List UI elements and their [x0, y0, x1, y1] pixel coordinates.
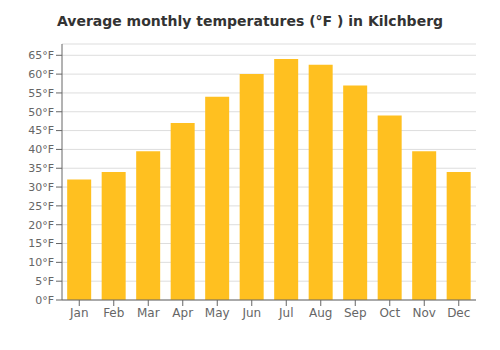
html-text:Average monthly temperatures (: Average monthly temperatures (°F ) in Ki…: [56, 13, 444, 29]
svg-text:Jul: Jul: [278, 306, 293, 320]
svg-text:5°F: 5°F: [35, 275, 54, 288]
svg-text:50°F: 50°F: [28, 106, 54, 119]
svg-text:20°F: 20°F: [28, 219, 54, 232]
svg-text:15°F: 15°F: [28, 237, 54, 250]
svg-text:40°F: 40°F: [28, 143, 54, 156]
svg-text:55°F: 55°F: [28, 87, 54, 100]
svg-text:65°F: 65°F: [28, 49, 54, 62]
svg-text:Dec: Dec: [447, 306, 470, 320]
svg-text:Jan: Jan: [69, 306, 89, 320]
svg-text:Aug: Aug: [309, 306, 332, 320]
svg-text:25°F: 25°F: [28, 200, 54, 213]
svg-text:Apr: Apr: [172, 306, 193, 320]
svg-text:Mar: Mar: [137, 306, 160, 320]
svg-text:60°F: 60°F: [28, 68, 54, 81]
svg-text:Feb: Feb: [103, 306, 124, 320]
svg-text:Oct: Oct: [379, 306, 400, 320]
svg-text:35°F: 35°F: [28, 162, 54, 175]
svg-text:30°F: 30°F: [28, 181, 54, 194]
svg-text:Sep: Sep: [344, 306, 367, 320]
svg-text:45°F: 45°F: [28, 124, 54, 137]
svg-text:0°F: 0°F: [35, 294, 54, 307]
svg-text:Jun: Jun: [241, 306, 261, 320]
svg-text:10°F: 10°F: [28, 256, 54, 269]
svg-text:Nov: Nov: [413, 306, 436, 320]
svg-text:May: May: [205, 306, 230, 320]
